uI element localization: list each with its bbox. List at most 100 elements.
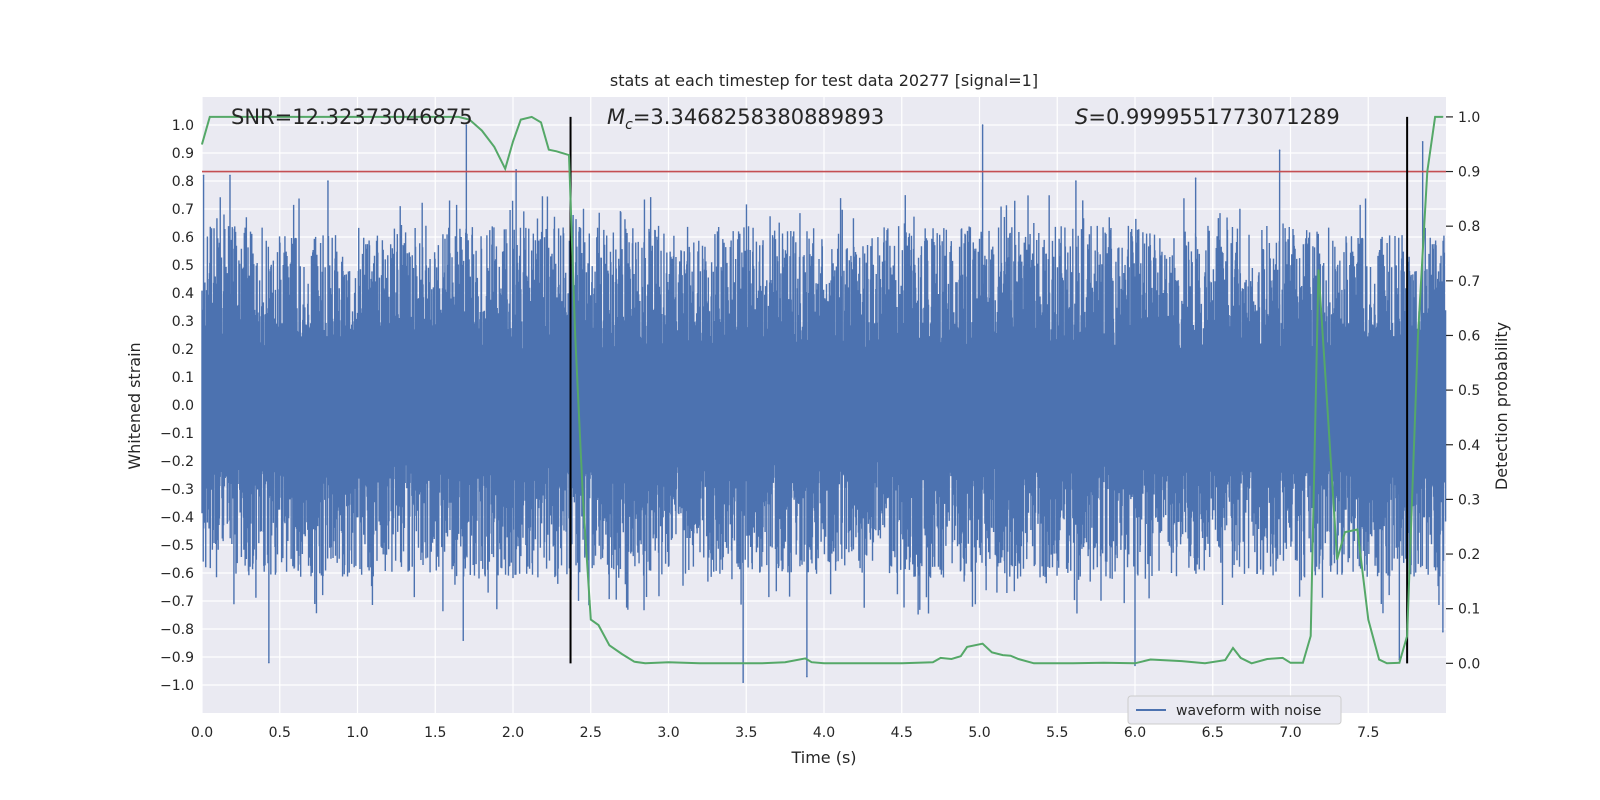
- y-left-tick-label: −0.3: [160, 482, 194, 498]
- waveform-peak: [1278, 149, 1281, 151]
- waveform-series: [201, 124, 1447, 683]
- waveform-peak: [202, 174, 205, 177]
- x-tick-label: 3.5: [735, 725, 757, 741]
- y-left-tick-label: −0.5: [160, 538, 194, 554]
- probability-point: [582, 498, 584, 500]
- probability-point: [209, 116, 211, 118]
- probability-point: [1017, 658, 1019, 660]
- probability-point: [388, 116, 390, 118]
- x-axis-label: Time (s): [790, 748, 856, 767]
- x-tick-label: 0.5: [269, 725, 291, 741]
- y-left-tick-label: 0.4: [172, 286, 194, 302]
- y-left-tick-label: −1.0: [160, 678, 194, 694]
- y-left-tick-label: 0.7: [172, 202, 194, 218]
- y-left-tick-label: −0.7: [160, 594, 194, 610]
- probability-point: [810, 661, 813, 663]
- waveform-peak: [1075, 180, 1077, 182]
- y-right-tick-label: 0.5: [1458, 383, 1480, 399]
- probability-point: [574, 334, 576, 337]
- probability-point: [481, 129, 483, 132]
- y-left-tick-label: 0.6: [172, 230, 194, 246]
- probability-point: [932, 661, 934, 663]
- probability-point: [1103, 662, 1105, 664]
- x-tick-label: 1.0: [346, 725, 368, 741]
- probability-point: [1149, 658, 1152, 661]
- probability-point: [1378, 658, 1380, 661]
- probability-point: [1336, 558, 1338, 561]
- x-tick-label: 1.5: [424, 725, 446, 741]
- probability-point: [1002, 654, 1004, 656]
- y-right-tick-label: 1.0: [1458, 110, 1480, 126]
- probability-point: [1010, 655, 1012, 657]
- probability-point: [1406, 635, 1408, 637]
- probability-point: [608, 644, 611, 646]
- probability-point: [493, 146, 495, 148]
- y-right-tick-label: 0.2: [1458, 547, 1480, 563]
- x-tick-label: 5.5: [1046, 725, 1068, 741]
- y-right-tick-label: 0.4: [1458, 438, 1480, 454]
- probability-point: [520, 119, 522, 121]
- probability-point: [1434, 116, 1436, 118]
- waveform-peak: [515, 169, 517, 171]
- waveform-peak: [742, 681, 744, 683]
- probability-point: [1289, 662, 1292, 664]
- probability-point: [1417, 334, 1419, 337]
- probability-point: [468, 119, 471, 121]
- probability-point: [1251, 662, 1253, 664]
- probability-point: [590, 619, 592, 621]
- y-right-tick-label: 0.0: [1458, 656, 1480, 672]
- waveform-peak: [229, 174, 231, 177]
- snr-annotation: SNR=12.32373046875: [231, 105, 473, 129]
- y-right-tick-label: 0.3: [1458, 492, 1480, 508]
- probability-point: [1240, 657, 1242, 659]
- probability-point: [568, 154, 570, 156]
- x-tick-label: 5.0: [968, 725, 990, 741]
- probability-point: [804, 657, 806, 660]
- y-left-tick-label: 1.0: [172, 118, 194, 134]
- probability-point: [294, 116, 296, 118]
- y-left-tick-label: −0.9: [160, 650, 194, 666]
- x-tick-label: 3.0: [657, 725, 679, 741]
- probability-point: [699, 662, 701, 664]
- y-left-tick-label: −0.4: [160, 510, 194, 526]
- probability-point: [730, 662, 732, 664]
- y-left-tick-label: −0.2: [160, 454, 194, 470]
- waveform-peak: [462, 639, 465, 641]
- probability-point: [248, 116, 250, 118]
- probability-point: [1367, 619, 1369, 621]
- probability-point: [504, 168, 506, 170]
- probability-point: [1317, 269, 1320, 271]
- x-tick-label: 2.5: [580, 725, 602, 741]
- chart-title: stats at each timestep for test data 202…: [610, 71, 1038, 90]
- probability-point: [457, 116, 460, 118]
- probability-point: [548, 149, 550, 151]
- probability-point: [1181, 660, 1183, 662]
- y-right-tick-label: 0.7: [1458, 274, 1480, 290]
- x-tick-label: 6.0: [1124, 725, 1146, 741]
- probability-point: [991, 651, 993, 653]
- x-tick-label: 6.5: [1202, 725, 1224, 741]
- y-left-tick-label: 0.9: [172, 146, 194, 162]
- probability-point: [1325, 389, 1327, 391]
- legend: waveform with noise: [1127, 695, 1342, 725]
- probability-point: [1204, 662, 1206, 664]
- waveform-line: [201, 125, 1447, 683]
- waveform-peak: [1442, 631, 1444, 633]
- waveform-peak: [1421, 141, 1424, 143]
- probability-point: [667, 661, 670, 663]
- y-right-tick-label: 0.8: [1458, 219, 1480, 235]
- score-value: =0.9999551773071289: [1088, 105, 1339, 129]
- legend-box: [1127, 695, 1342, 725]
- probability-point: [823, 662, 825, 664]
- probability-point: [1072, 662, 1074, 664]
- waveform-peak: [1134, 664, 1136, 667]
- probability-point: [784, 661, 786, 663]
- probability-point: [1232, 647, 1234, 649]
- probability-point: [854, 662, 856, 664]
- probability-line: [201, 115, 1443, 665]
- chirp-mass-symbol: M: [607, 105, 625, 129]
- probability-point: [1033, 662, 1035, 664]
- score-symbol: S: [1075, 105, 1088, 129]
- probability-point: [341, 116, 343, 118]
